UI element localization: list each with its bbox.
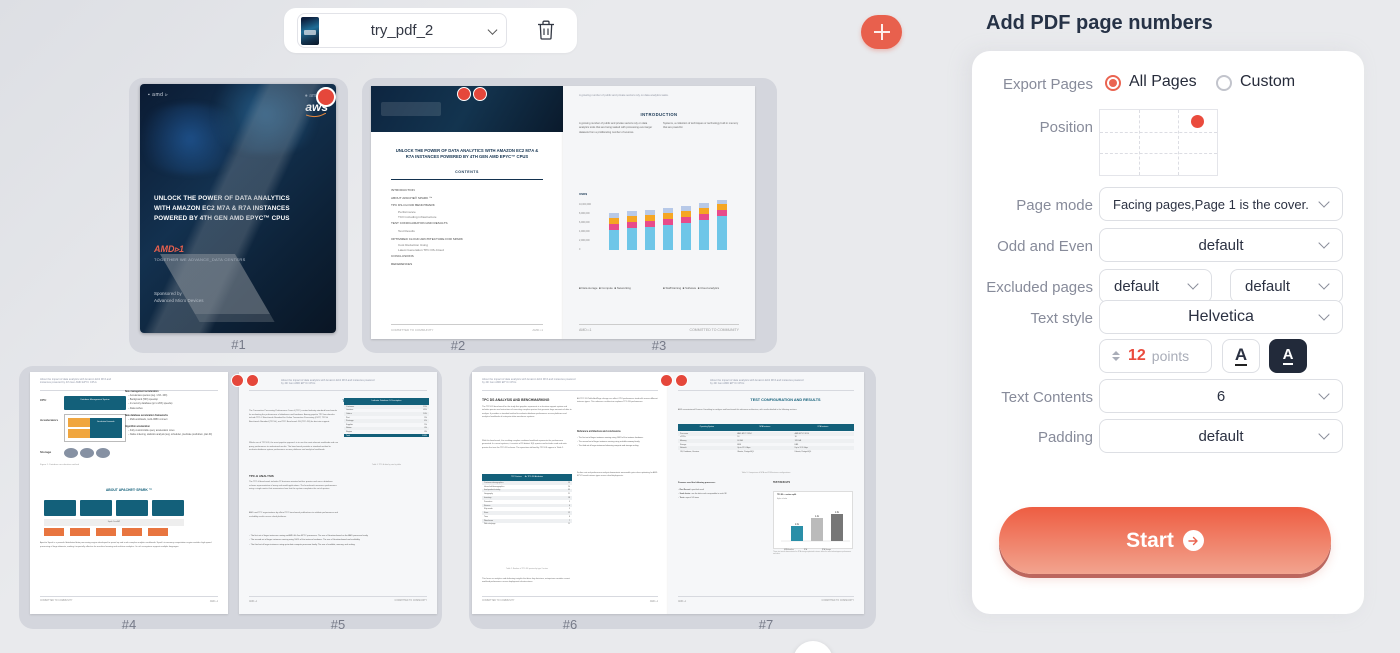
svg-text:2,000,000: 2,000,000: [579, 239, 590, 242]
svg-text:0: 0: [579, 248, 581, 251]
svg-text:4,000,000: 4,000,000: [579, 230, 590, 233]
svg-text:10,000,000: 10,000,000: [579, 203, 592, 206]
svg-text:6,000,000: 6,000,000: [579, 221, 590, 224]
svg-text:1.6x: 1.6x: [835, 512, 840, 514]
svg-text:8,000,000: 8,000,000: [579, 212, 590, 215]
svg-text:1.4x: 1.4x: [815, 516, 820, 518]
svg-text:1.0x: 1.0x: [795, 524, 800, 526]
